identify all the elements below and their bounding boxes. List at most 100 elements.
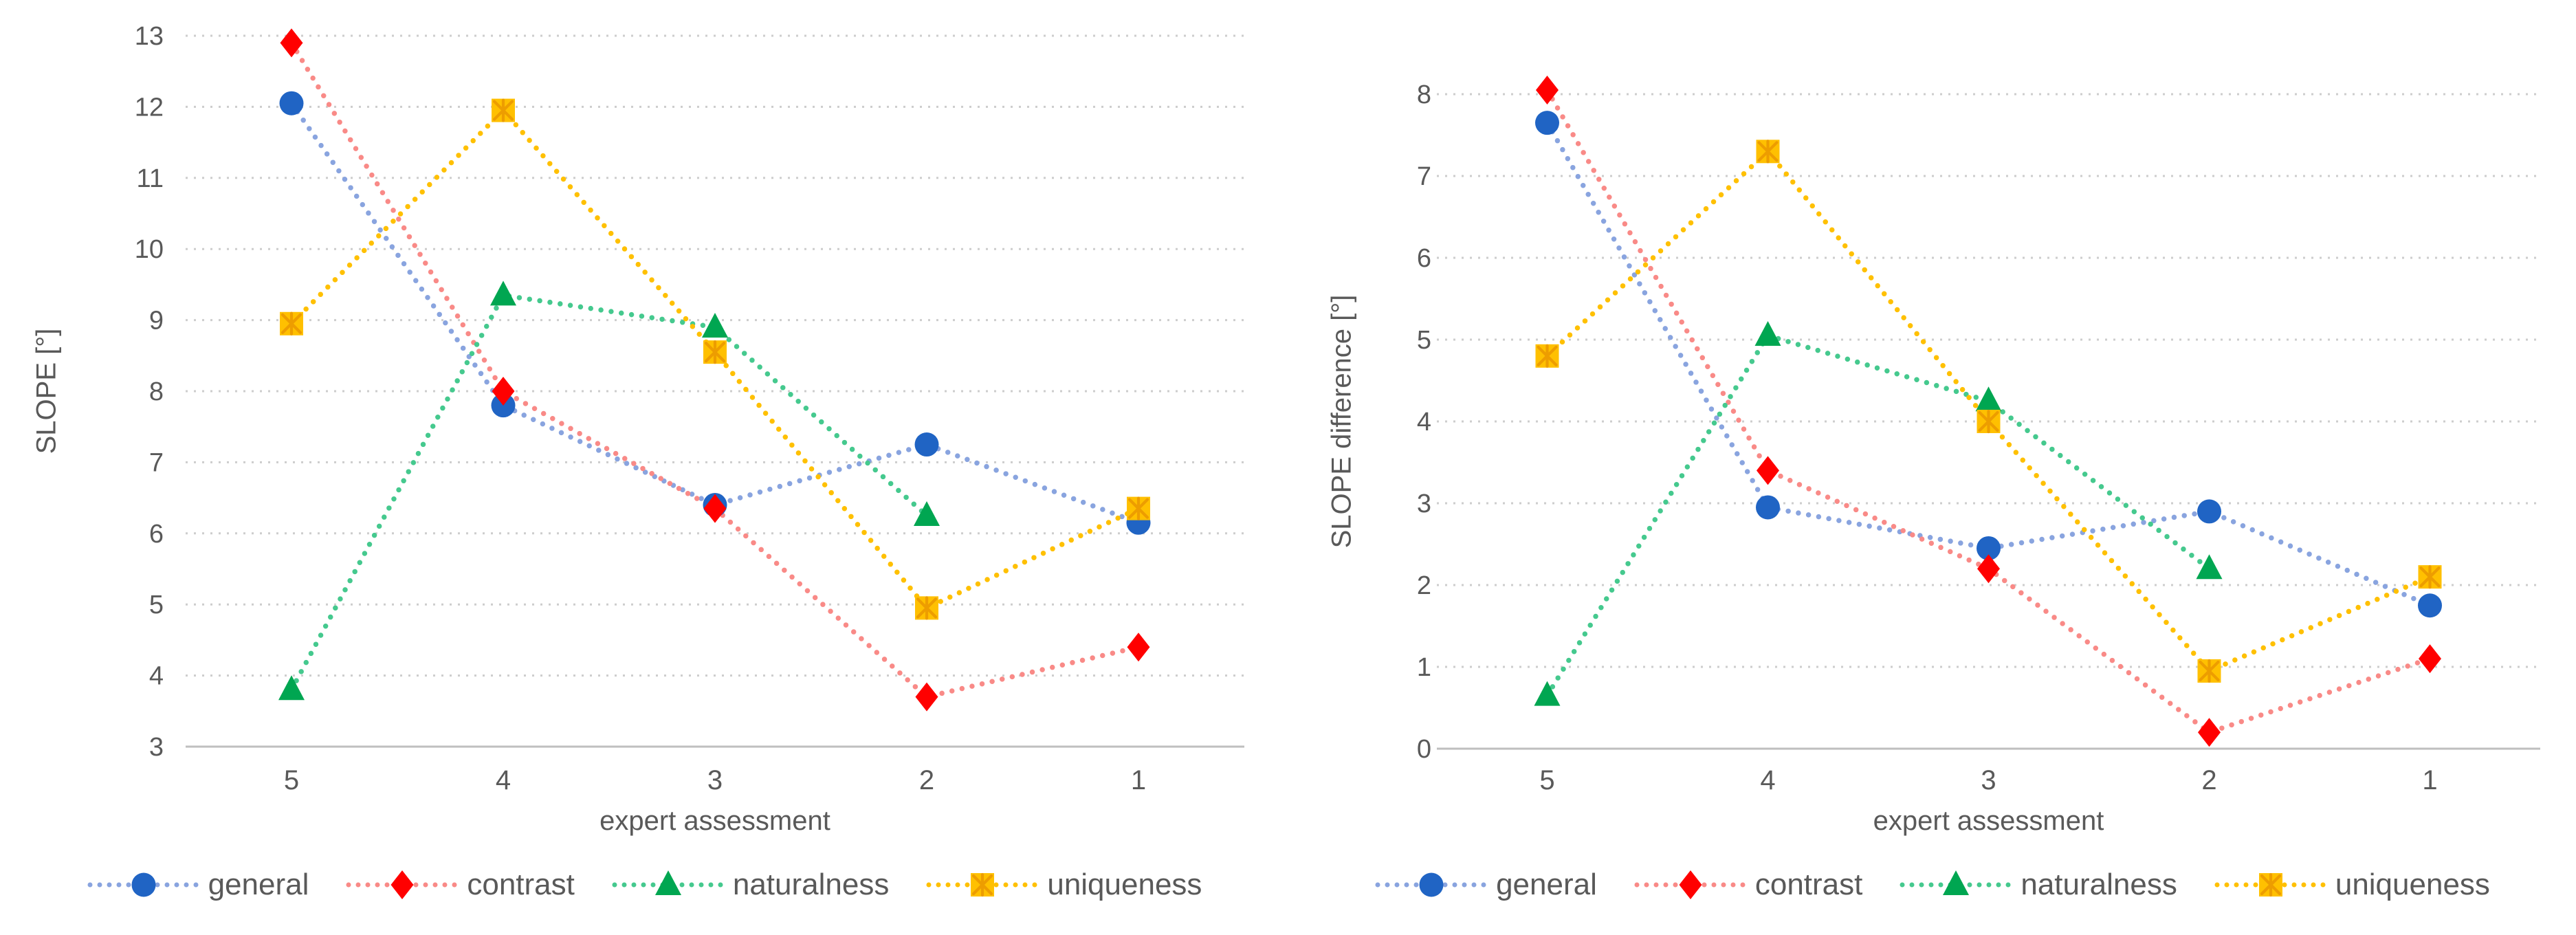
uniqueness-marker	[492, 98, 515, 122]
y-tick-label: 10	[135, 235, 164, 264]
series-line-general	[1544, 120, 2433, 608]
y-tick-label: 6	[149, 520, 164, 549]
contrast-legend-marker	[1679, 870, 1702, 899]
general-marker-icon	[1375, 872, 1488, 897]
legend-label: contrast	[1754, 868, 1863, 901]
y-tick-label: 7	[1417, 162, 1431, 191]
legend-item-naturalness[interactable]: naturalness	[610, 866, 889, 904]
legend-label: naturalness	[2021, 868, 2177, 901]
naturalness-marker-icon	[612, 870, 725, 895]
naturalness-marker	[1975, 386, 2002, 412]
legend-label: naturalness	[732, 868, 890, 901]
naturalness-marker	[702, 312, 728, 338]
y-tick-label: 12	[135, 93, 164, 122]
naturalness-legend-marker	[654, 870, 681, 895]
contrast-marker-icon	[346, 870, 459, 899]
general-marker	[2197, 499, 2221, 524]
general-marker-icon	[87, 872, 200, 897]
naturalness-marker	[278, 675, 305, 701]
y-tick-label: 5	[149, 591, 164, 619]
legend-label: general	[208, 868, 309, 901]
series-line-uniqueness	[289, 107, 1141, 612]
chart-panel-right: 0 1 2 3 4 5 6 7 8 5 4 3 2 1	[1417, 76, 2540, 795]
x-tick-label: 2	[919, 765, 934, 795]
chart-panel-left: 3 4 5 6 7 8 9 10 11 12 13 5 4 3 2 1	[135, 22, 1244, 795]
uniqueness-legend-marker	[2258, 872, 2282, 897]
legend-item-naturalness[interactable]: naturalness	[1898, 866, 2177, 904]
y-tick-label: 0	[1417, 735, 1431, 764]
uniqueness-marker	[280, 311, 303, 336]
left-y-axis-title: SLOPE [°]	[31, 328, 62, 454]
legend-label: uniqueness	[1047, 868, 1202, 901]
uniqueness-marker	[915, 596, 938, 620]
legend-item-general[interactable]: general	[1374, 866, 1597, 904]
y-tick-label: 11	[137, 164, 164, 193]
uniqueness-marker	[1535, 344, 1559, 368]
general-legend-marker	[1419, 872, 1444, 897]
y-tick-label: 5	[1417, 326, 1431, 355]
legend-label: uniqueness	[2335, 868, 2490, 901]
contrast-marker	[1977, 554, 2000, 584]
y-tick-label: 6	[1417, 244, 1431, 273]
naturalness-marker-icon	[1900, 870, 2012, 895]
naturalness-marker	[1754, 321, 1781, 346]
x-tick-label: 5	[1539, 765, 1554, 795]
general-marker	[2418, 593, 2442, 618]
x-tick-label: 1	[1131, 765, 1146, 795]
uniqueness-legend-marker	[971, 872, 995, 897]
naturalness-legend-marker	[1943, 870, 1970, 895]
y-tick-label: 3	[149, 733, 164, 762]
y-tick-label: 1	[1417, 653, 1431, 682]
contrast-marker	[280, 28, 303, 58]
general-marker	[1977, 536, 2001, 560]
uniqueness-marker	[1756, 140, 1780, 164]
left-chart-legend: general contrast naturalness uniqueness	[0, 854, 1288, 916]
contrast-legend-marker	[390, 870, 414, 899]
naturalness-marker	[914, 500, 940, 526]
general-marker	[914, 432, 939, 457]
contrast-marker-icon	[1634, 870, 1747, 899]
y-tick-label: 4	[149, 662, 164, 691]
y-tick-label: 13	[135, 22, 164, 51]
left-x-axis-title: expert assessment	[599, 806, 830, 836]
contrast-marker	[2419, 644, 2441, 674]
uniqueness-marker	[2197, 659, 2221, 683]
general-marker	[1535, 111, 1559, 135]
x-tick-label: 4	[1760, 765, 1775, 795]
legend-item-uniqueness[interactable]: uniqueness	[925, 866, 1202, 904]
naturalness-marker	[2196, 554, 2223, 580]
contrast-marker	[703, 494, 727, 523]
legend-item-contrast[interactable]: contrast	[344, 866, 575, 904]
uniqueness-marker-icon	[926, 872, 1039, 897]
legend-label: contrast	[467, 868, 575, 901]
series-line-naturalness	[289, 292, 929, 693]
naturalness-marker	[1534, 681, 1561, 706]
right-chart-legend: general contrast naturalness uniqueness	[1288, 854, 2576, 916]
contrast-marker	[492, 377, 515, 406]
legend-label: general	[1496, 868, 1597, 901]
x-tick-label: 2	[2201, 765, 2216, 795]
x-tick-label: 1	[2422, 765, 2437, 795]
series-line-general	[289, 100, 1141, 526]
y-tick-label: 2	[1417, 571, 1431, 600]
x-tick-label: 5	[284, 765, 299, 795]
right-x-axis-title: expert assessment	[1873, 806, 2104, 836]
x-tick-label: 3	[1981, 765, 1996, 795]
contrast-marker	[1536, 76, 1559, 105]
legend-item-uniqueness[interactable]: uniqueness	[2213, 866, 2490, 904]
right-y-axis-title: SLOPE difference [°]	[1326, 294, 1357, 549]
y-tick-label: 7	[149, 448, 164, 477]
x-tick-label: 3	[707, 765, 723, 795]
series-line-naturalness	[1544, 332, 2212, 698]
y-tick-label: 4	[1417, 408, 1431, 437]
contrast-marker	[2198, 718, 2221, 747]
legend-item-general[interactable]: general	[86, 866, 309, 904]
uniqueness-marker	[2418, 565, 2442, 589]
uniqueness-marker	[1127, 496, 1150, 520]
general-legend-marker	[131, 872, 156, 897]
general-marker	[279, 91, 304, 116]
contrast-marker	[1127, 632, 1150, 662]
legend-item-contrast[interactable]: contrast	[1633, 866, 1863, 904]
contrast-marker	[915, 682, 938, 712]
